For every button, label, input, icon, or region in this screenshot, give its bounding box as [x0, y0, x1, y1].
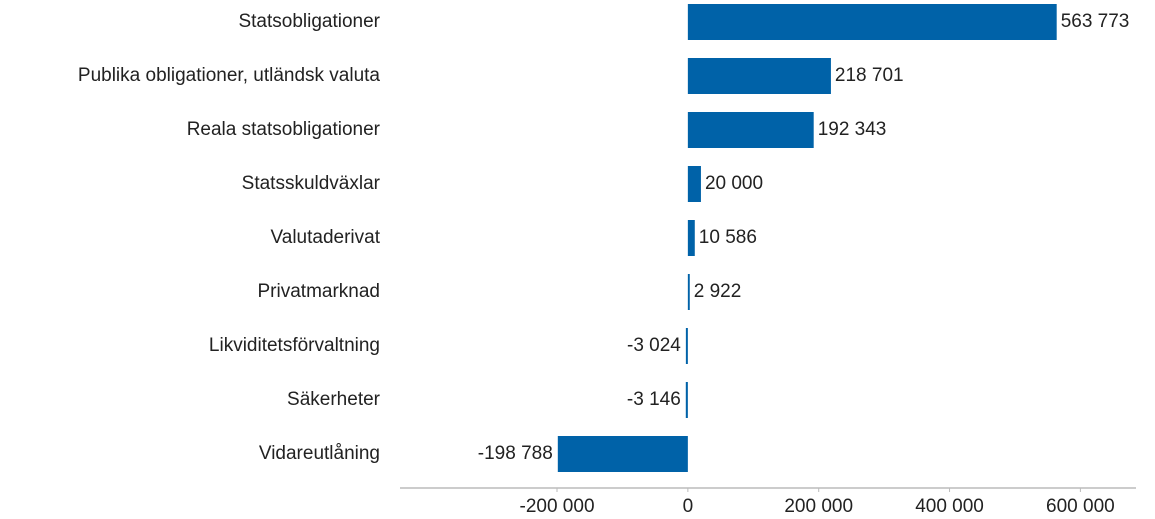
bar: [685, 328, 688, 364]
category-label: Privatmarknad: [258, 281, 381, 302]
bar: [687, 58, 831, 94]
category-label: Statsobligationer: [238, 11, 380, 32]
category-label: Likviditetsförvaltning: [209, 335, 380, 356]
value-label: -198 788: [478, 443, 553, 464]
value-label: 563 773: [1061, 11, 1130, 32]
value-label: -3 146: [627, 389, 681, 410]
x-tick-label: 200 000: [784, 496, 853, 517]
value-label: -3 024: [627, 335, 681, 356]
category-label: Vidareutlåning: [259, 443, 380, 464]
category-label: Säkerheter: [287, 389, 381, 410]
x-tick-label: -200 000: [520, 496, 595, 517]
bar: [685, 382, 688, 418]
x-tick-label: 600 000: [1046, 496, 1115, 517]
bar: [687, 274, 690, 310]
category-label: Valutaderivat: [271, 227, 381, 248]
category-label: Statsskuldväxlar: [242, 173, 381, 194]
bar: [687, 220, 695, 256]
bar: [687, 112, 814, 148]
x-tick-label: 400 000: [915, 496, 984, 517]
value-label: 218 701: [835, 65, 904, 86]
x-tick-label: 0: [683, 496, 694, 517]
value-label: 192 343: [818, 119, 887, 140]
value-label: 10 586: [699, 227, 757, 248]
value-label: 2 922: [694, 281, 742, 302]
bar: [687, 4, 1057, 40]
category-label: Reala statsobligationer: [187, 119, 381, 140]
bar: [557, 436, 688, 472]
category-label: Publika obligationer, utländsk valuta: [78, 65, 381, 86]
value-label: 20 000: [705, 173, 763, 194]
bar: [687, 166, 701, 202]
